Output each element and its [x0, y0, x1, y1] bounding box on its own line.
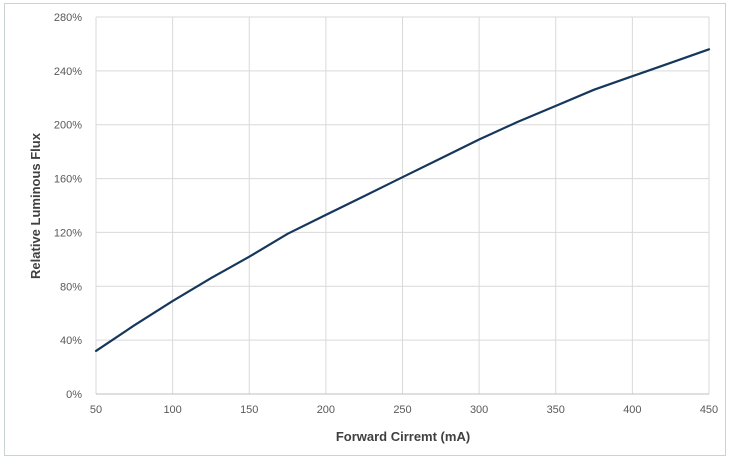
x-tick-label: 50 [90, 404, 102, 416]
x-tick-label: 200 [317, 404, 335, 416]
x-tick-label: 100 [163, 404, 181, 416]
y-tick-label: 80% [60, 281, 82, 293]
x-tick-label: 350 [547, 404, 565, 416]
tick-labels: 50 100 150 200 250 300 350 400 450 0% 40% 80% 120% 16… [54, 12, 718, 416]
grid-lines [95, 16, 710, 395]
y-tick-label: 120% [54, 227, 82, 239]
x-tick-label: 400 [623, 404, 641, 416]
y-tick-label: 40% [60, 335, 82, 347]
y-tick-label: 0% [66, 389, 82, 401]
x-tick-label: 300 [470, 404, 488, 416]
x-tick-label: 150 [240, 404, 258, 416]
y-tick-label: 240% [54, 66, 82, 78]
series-line [94, 48, 711, 352]
y-tick-label: 160% [54, 174, 82, 186]
y-axis-title: Relative Luminous Flux [28, 132, 43, 279]
y-tick-label: 280% [54, 12, 82, 24]
series-layer [94, 48, 711, 352]
y-tick-label: 200% [54, 120, 82, 132]
chart-frame [4, 3, 726, 456]
x-tick-label: 250 [393, 404, 411, 416]
x-axis-title: Forward Cirremt (mA) [336, 429, 470, 444]
x-tick-label: 450 [700, 404, 718, 416]
